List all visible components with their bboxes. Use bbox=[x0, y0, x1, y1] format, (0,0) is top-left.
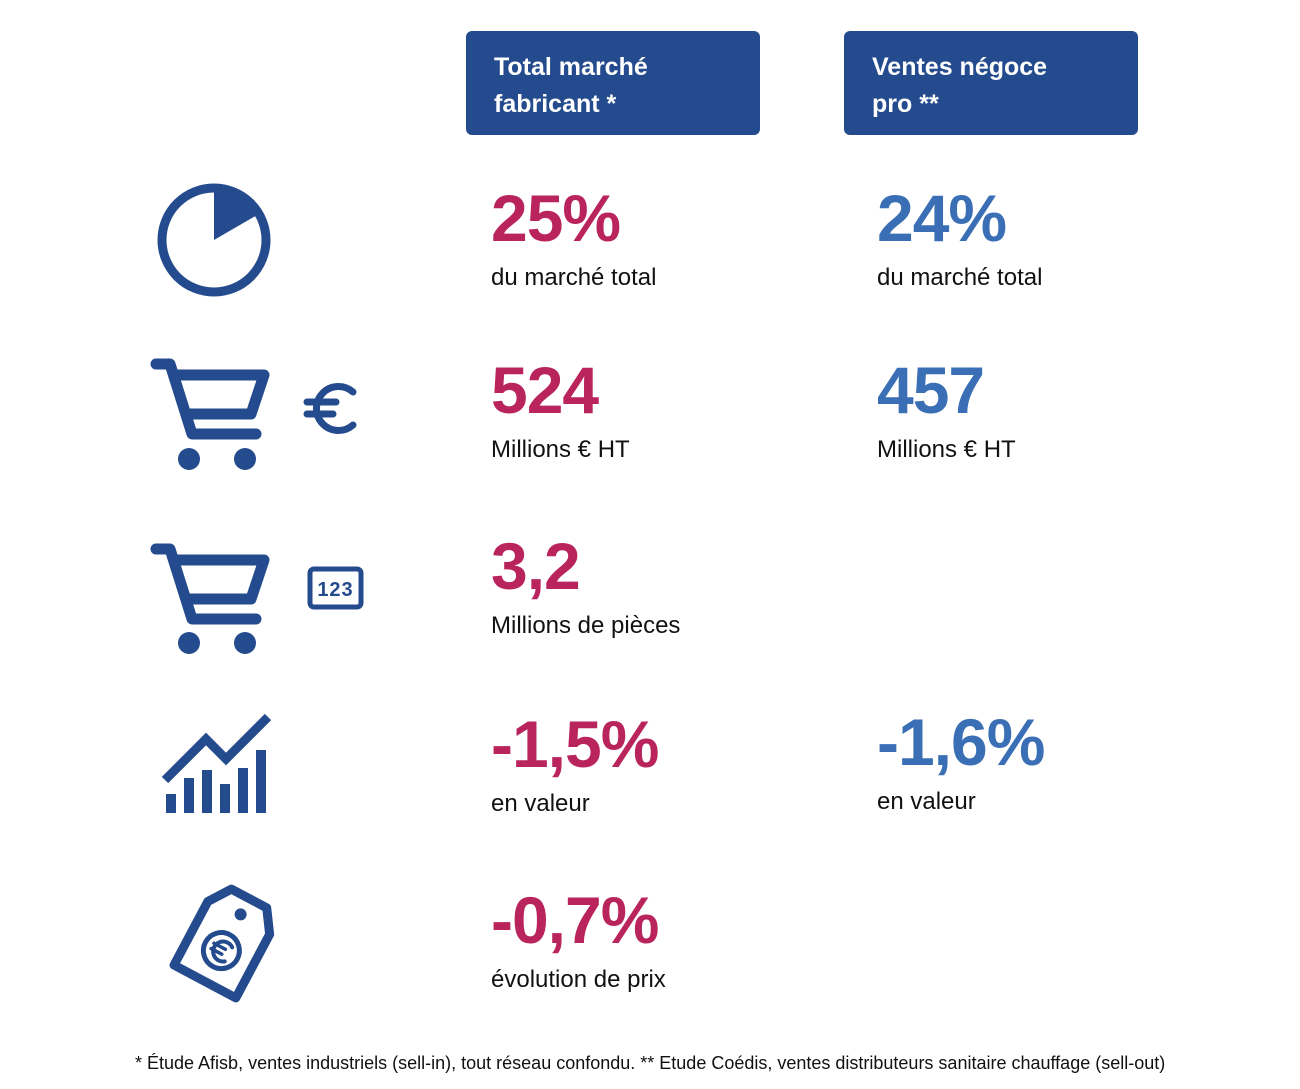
footnote: * Étude Afisb, ventes industriels (sell-… bbox=[135, 1053, 1166, 1073]
stat-market-share-negoce: 24% du marché total bbox=[877, 185, 1042, 293]
stat-label: en valeur bbox=[877, 788, 976, 815]
pie-chart-icon bbox=[157, 183, 271, 297]
stat-value: -0,7% bbox=[491, 883, 659, 957]
stat-units-fabricant: 3,2 Millions de pièces bbox=[491, 533, 680, 641]
header-total-marche-fabricant: Total marché fabricant * bbox=[466, 31, 760, 135]
stat-revenue-negoce: 457 Millions € HT bbox=[877, 357, 1016, 465]
stat-revenue-fabricant: 524 Millions € HT bbox=[491, 357, 630, 465]
shopping-cart-quantity-icon: 123 bbox=[150, 543, 364, 654]
header-ventes-negoce-pro: Ventes négoce pro ** bbox=[844, 31, 1138, 135]
stat-value: 25% bbox=[491, 181, 621, 255]
quantity-icon-text: 123 bbox=[317, 579, 353, 601]
stat-label: Millions € HT bbox=[877, 436, 1016, 463]
stat-label: en valeur bbox=[491, 790, 590, 817]
stat-label: du marché total bbox=[877, 264, 1043, 291]
stat-label: évolution de prix bbox=[491, 966, 666, 993]
stat-value-change-negoce: -1,6% en valeur bbox=[877, 705, 1045, 817]
shopping-cart-euro-icon bbox=[150, 358, 357, 470]
stat-price-change-fabricant: -0,7% évolution de prix bbox=[491, 887, 666, 995]
stat-label: Millions € HT bbox=[491, 436, 630, 463]
stat-value-change-fabricant: -1,5% en valeur bbox=[491, 707, 659, 819]
stat-value: -1,6% bbox=[877, 705, 1045, 779]
stat-value: 24% bbox=[877, 181, 1007, 255]
stat-value: 524 bbox=[491, 353, 599, 427]
trend-chart-icon bbox=[161, 713, 272, 813]
stat-market-share-fabricant: 25% du marché total bbox=[491, 185, 656, 293]
stat-label: du marché total bbox=[491, 264, 657, 291]
stat-value: 457 bbox=[877, 353, 985, 427]
price-tag-euro-icon bbox=[169, 884, 275, 1003]
stat-value: 3,2 bbox=[491, 529, 581, 603]
stat-label: Millions de pièces bbox=[491, 612, 681, 639]
stat-value: -1,5% bbox=[491, 707, 659, 781]
